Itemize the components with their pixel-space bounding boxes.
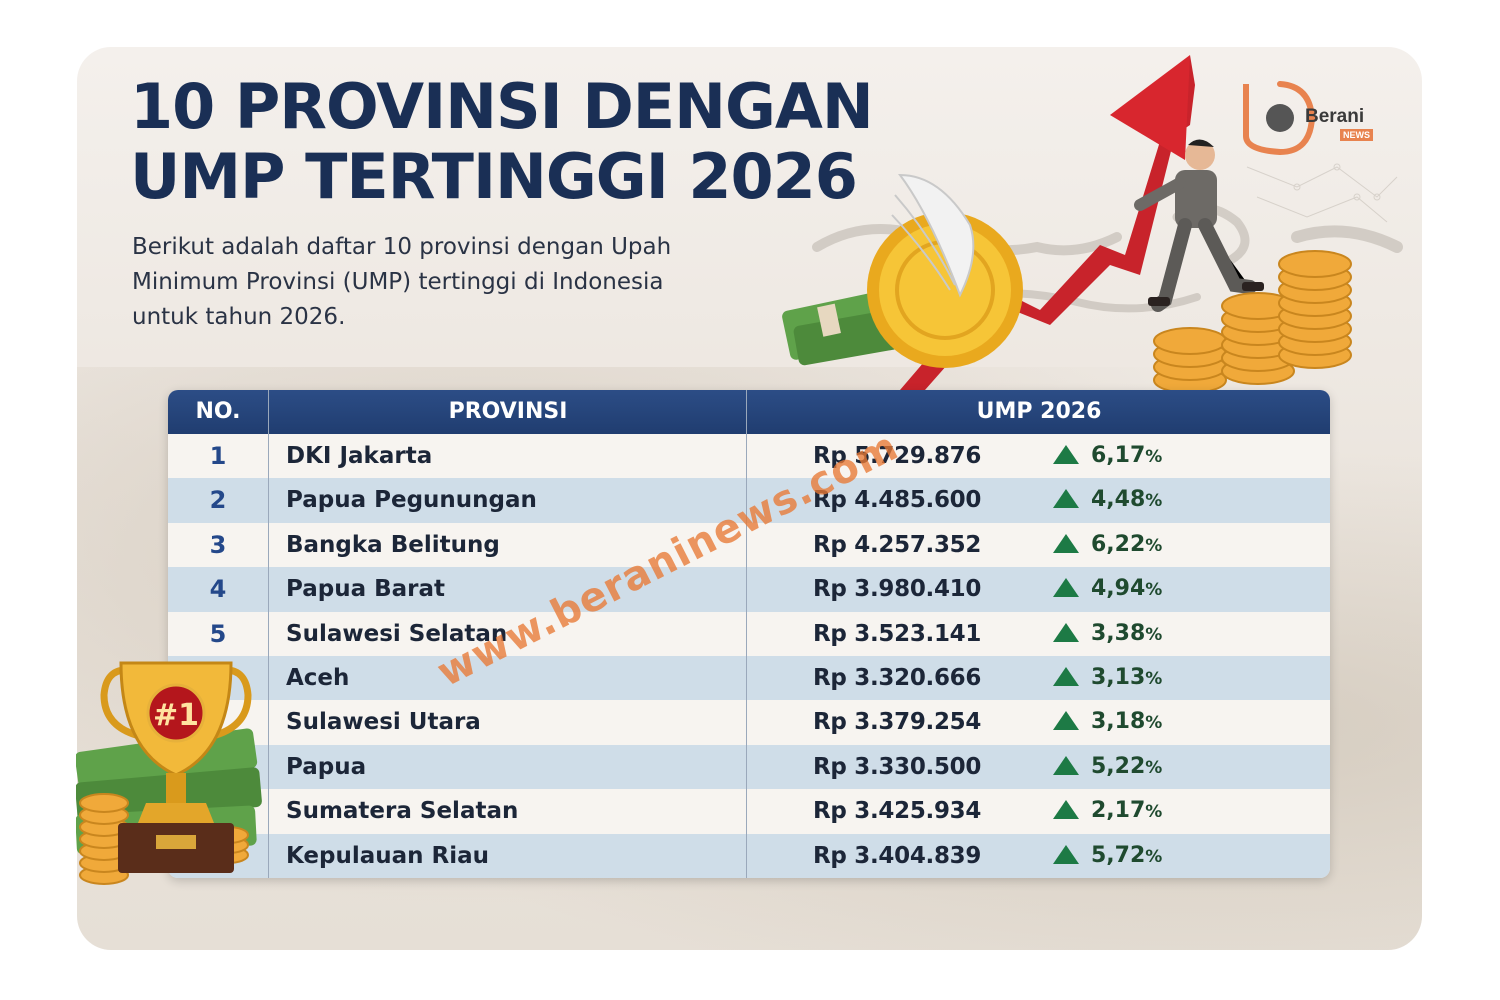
row-change-sign: % [1145,580,1163,601]
table-row: 5 Sulawesi Selatan Rp 3.523.141 3,38% [168,611,1330,656]
row-change-value: 3,13 [1091,664,1146,690]
up-triangle-icon [1053,666,1079,686]
row-change: 5,22% [1053,745,1213,789]
col-header-provinsi: PROVINSI [268,390,747,434]
row-number: 4 [209,575,227,604]
winged-coin-icon [867,173,1023,368]
row-provinsi: Sulawesi Selatan [286,620,508,647]
row-provinsi: DKI Jakarta [286,443,433,469]
title-line-2: UMP TERTINGGI 2026 [130,140,858,213]
table-row: 2 Papua Pegunungan Rp 4.485.600 4,48% [168,478,1330,523]
row-ump: Rp 3.330.500 [813,753,982,780]
table-row: 3 Bangka Belitung Rp 4.257.352 6,22% [168,522,1330,568]
growth-illustration [782,55,1352,394]
row-ump: Rp 4.257.352 [813,531,982,558]
row-change: 3,38% [1053,612,1213,656]
row-change-sign: % [1145,535,1163,556]
man-pushing-icon [1134,139,1264,312]
trophy-label: #1 [153,698,199,733]
row-change-value: 3,38 [1091,620,1146,646]
table-row: Aceh Rp 3.320.666 3,13% [168,655,1330,701]
row-number: 3 [209,530,227,559]
row-provinsi: Papua [286,753,367,780]
row-change-sign: % [1145,447,1163,467]
row-change: 2,17% [1053,789,1213,833]
table-row: Papua Rp 3.330.500 5,22% [168,744,1330,790]
page-subtitle: Berikut adalah daftar 10 provinsi dengan… [132,234,672,330]
up-triangle-icon [1053,578,1079,598]
row-ump: Rp 5.729.876 [813,443,982,469]
row-change: 6,17% [1053,434,1213,478]
row-change: 4,94% [1053,567,1213,611]
page-title: 10 PROVINSI DENGAN UMP TERTINGGI 2026 [130,70,874,213]
row-change-sign: % [1145,802,1163,823]
row-change-value: 5,22 [1091,753,1146,779]
row-provinsi: Sumatera Selatan [286,798,519,825]
title-line-1: 10 PROVINSI DENGAN [130,70,874,143]
row-change-value: 2,17 [1091,798,1146,824]
column-divider [746,390,747,878]
berani-logo-icon [1243,81,1316,156]
row-change-sign: % [1145,491,1163,512]
row-ump: Rp 3.980.410 [813,576,982,603]
logo-name: Berani [1305,106,1365,127]
col-header-no: NO. [195,399,241,424]
row-ump: Rp 3.425.934 [813,798,982,825]
logo-sub: NEWS [1340,129,1373,141]
up-triangle-icon [1053,445,1079,464]
row-ump: Rp 3.523.141 [813,620,982,647]
row-provinsi: Sulawesi Utara [286,709,481,736]
table-body: 1 DKI Jakarta Rp 5.729.876 6,17% 2 Papua… [168,434,1330,878]
row-number: 5 [209,619,227,648]
trophy-icon: #1 [76,661,262,885]
row-change-value: 4,48 [1091,487,1146,513]
table-row: 1 DKI Jakarta Rp 5.729.876 6,17% [168,434,1330,479]
row-provinsi: Papua Barat [286,576,446,603]
up-triangle-icon [1053,533,1079,553]
up-triangle-icon [1053,711,1079,731]
row-change: 3,18% [1053,700,1213,744]
row-change-value: 6,22 [1091,531,1146,557]
up-triangle-icon [1053,489,1079,509]
row-number: 2 [209,486,227,515]
row-provinsi: Aceh [286,664,350,691]
table-row: Sulawesi Utara Rp 3.379.254 3,18% [168,700,1330,745]
table-row: 4 Papua Barat Rp 3.980.410 4,94% [168,567,1330,612]
up-triangle-icon [1053,844,1079,864]
row-change: 6,22% [1053,523,1213,567]
table-row: Kepulauan Riau Rp 3.404.839 5,72% [168,833,1330,878]
up-triangle-icon [1053,622,1079,642]
row-change-value: 5,72 [1091,842,1146,868]
coin-stacks-icon [1153,250,1352,394]
row-change-sign: % [1145,713,1163,734]
row-change: 3,13% [1053,656,1213,700]
table-header: NO. PROVINSI UMP 2026 [168,390,1330,434]
column-divider [268,390,269,878]
row-change: 4,48% [1053,478,1213,522]
row-change-sign: % [1145,846,1163,867]
row-ump: Rp 3.379.254 [813,709,982,736]
row-change: 5,72% [1053,834,1213,878]
table-row: Sumatera Selatan Rp 3.425.934 2,17% [168,789,1330,834]
row-change-value: 4,94 [1091,576,1146,602]
up-triangle-icon [1053,755,1079,775]
row-provinsi: Bangka Belitung [286,531,500,558]
row-change-sign: % [1145,757,1163,778]
row-change-sign: % [1145,624,1163,645]
row-ump: Rp 3.320.666 [813,664,982,691]
row-number: 1 [209,442,227,470]
row-provinsi: Kepulauan Riau [286,842,490,869]
row-provinsi: Papua Pegunungan [286,487,537,514]
row-change-value: 3,18 [1091,709,1146,735]
col-header-ump: UMP 2026 [746,390,1330,434]
up-triangle-icon [1053,800,1079,820]
row-change-sign: % [1145,668,1163,689]
row-ump: Rp 4.485.600 [813,487,982,514]
ump-table: NO. PROVINSI UMP 2026 1 DKI Jakarta Rp 5… [168,390,1330,878]
row-change-value: 6,17 [1091,443,1146,468]
row-ump: Rp 3.404.839 [813,842,982,869]
